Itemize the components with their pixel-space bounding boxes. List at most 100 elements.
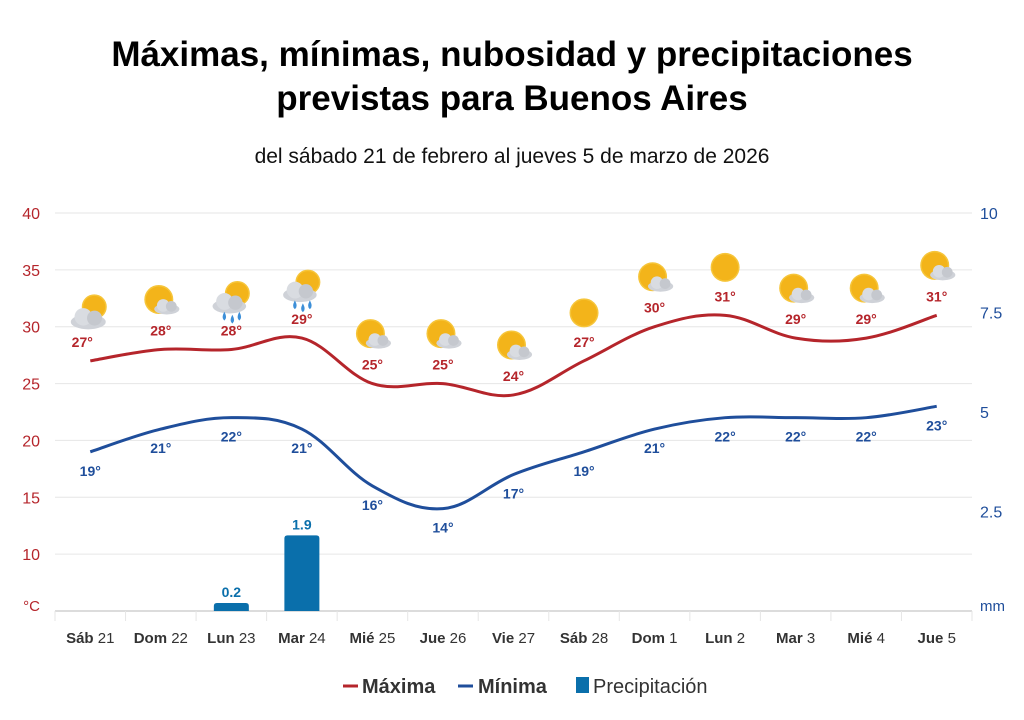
x-tick-date: 4 bbox=[877, 630, 885, 647]
x-tick-day: Sáb bbox=[66, 630, 98, 647]
legend: Máxima Mínima Precipitación bbox=[343, 676, 708, 698]
cloud-part bbox=[862, 287, 875, 301]
x-tick-date: 26 bbox=[450, 630, 467, 647]
x-tick-day: Mié bbox=[847, 630, 876, 647]
cloud-part bbox=[650, 276, 664, 290]
cloud-part bbox=[228, 295, 243, 310]
minima-label: 19° bbox=[573, 463, 594, 479]
sun-cloud-icon bbox=[497, 330, 533, 360]
rain-drop bbox=[301, 303, 305, 313]
x-tick-date: 5 bbox=[948, 630, 956, 647]
left-axis-tick: 10 bbox=[22, 547, 40, 564]
x-tick-day: Dom bbox=[632, 630, 670, 647]
cloud-part bbox=[286, 281, 304, 299]
x-tick-label: Lun 2 bbox=[705, 630, 745, 647]
minima-line bbox=[89, 404, 937, 511]
cloud-part bbox=[298, 284, 314, 299]
sun-cloud-icon bbox=[355, 319, 392, 349]
minima-label: 22° bbox=[785, 429, 806, 445]
x-tick-label: Mié 25 bbox=[349, 630, 395, 647]
cloud-part bbox=[439, 333, 452, 346]
cloud-part bbox=[941, 266, 953, 278]
minima-label: 21° bbox=[644, 440, 665, 456]
x-tick-label: Dom 1 bbox=[632, 630, 678, 647]
maxima-label: 29° bbox=[785, 311, 806, 327]
cloud-part bbox=[74, 308, 93, 326]
x-tick-day: Mié bbox=[349, 630, 378, 647]
x-tick-date: 2 bbox=[737, 630, 745, 647]
right-axis-tick: 2.5 bbox=[980, 505, 1002, 522]
x-tick-day: Sáb bbox=[560, 630, 592, 647]
rain-drop bbox=[237, 311, 242, 321]
precip-bar bbox=[284, 535, 320, 611]
maxima-label: 28° bbox=[150, 322, 171, 338]
sun-cloud-icon bbox=[920, 250, 956, 281]
precip-label: 1.9 bbox=[292, 516, 312, 532]
x-tick-day: Jue bbox=[918, 630, 948, 647]
cloud-part bbox=[377, 335, 389, 346]
minima-label: 19° bbox=[80, 463, 101, 479]
left-axis-tick: 30 bbox=[22, 320, 40, 337]
maxima-label: 27° bbox=[573, 334, 594, 350]
cloud-part bbox=[216, 293, 233, 310]
rain-icon bbox=[212, 280, 250, 324]
precip-bar bbox=[213, 603, 249, 611]
minima-label: 16° bbox=[362, 497, 383, 513]
precip-label: 0.2 bbox=[222, 584, 242, 600]
sun-cloud-icon bbox=[426, 319, 462, 349]
x-tick-day: Lun bbox=[705, 630, 737, 647]
x-tick-date: 21 bbox=[98, 630, 115, 647]
x-tick-date: 22 bbox=[171, 630, 188, 647]
x-tick-label: Lun 23 bbox=[207, 630, 255, 647]
maxima-label: 30° bbox=[644, 300, 665, 316]
rain-icon bbox=[283, 269, 321, 313]
x-tick-label: Vie 27 bbox=[492, 630, 535, 647]
maxima-line bbox=[90, 313, 938, 398]
rain-drop bbox=[230, 314, 235, 324]
chart-title: Máximas, mínimas, nubosidad y precipitac… bbox=[0, 33, 1024, 121]
left-axis-unit: °C bbox=[23, 598, 40, 615]
x-tick-date: 25 bbox=[379, 630, 396, 647]
cloud-part bbox=[800, 289, 812, 301]
cloud-part bbox=[659, 278, 671, 290]
sun-cloud-icon bbox=[638, 262, 674, 292]
sun-disc bbox=[712, 254, 739, 281]
sun-icon bbox=[710, 252, 740, 282]
minima-label: 14° bbox=[432, 520, 453, 536]
sun-icon bbox=[569, 298, 599, 328]
left-axis-tick: 15 bbox=[22, 490, 40, 507]
title-line-2: previstas para Buenos Aires bbox=[276, 79, 748, 118]
x-tick-label: Sáb 21 bbox=[66, 630, 114, 647]
maxima-label: 25° bbox=[362, 357, 383, 373]
left-axis-tick: 20 bbox=[22, 433, 40, 450]
x-tick-date: 23 bbox=[239, 630, 256, 647]
minima-label: 22° bbox=[856, 429, 877, 445]
x-tick-date: 24 bbox=[309, 630, 326, 647]
left-axis-tick: 35 bbox=[22, 263, 40, 280]
cloud-part bbox=[518, 346, 530, 358]
maxima-label: 29° bbox=[291, 311, 312, 327]
maxima-label: 31° bbox=[715, 288, 736, 304]
x-tick-label: Jue 5 bbox=[918, 630, 956, 647]
cloud-part bbox=[509, 344, 523, 358]
cloud-part bbox=[156, 299, 170, 312]
legend-precip-label: Precipitación bbox=[593, 676, 708, 698]
legend-precip-swatch bbox=[576, 677, 589, 693]
cloud-part bbox=[448, 335, 459, 346]
x-tick-label: Sáb 28 bbox=[560, 630, 608, 647]
right-axis-unit: mm bbox=[980, 598, 1005, 615]
maxima-label: 24° bbox=[503, 368, 524, 384]
rain-drop bbox=[293, 300, 297, 310]
right-axis-tick: 7.5 bbox=[980, 306, 1002, 323]
x-tick-label: Mar 3 bbox=[776, 630, 815, 647]
sun-cloud-icon bbox=[779, 273, 815, 304]
x-tick-label: Dom 22 bbox=[134, 630, 188, 647]
x-tick-day: Mar bbox=[278, 630, 309, 647]
maxima-label: 31° bbox=[926, 288, 947, 304]
partly-cloudy-icon bbox=[70, 294, 107, 330]
x-tick-day: Vie bbox=[492, 630, 518, 647]
cloud-part bbox=[165, 300, 177, 312]
cloud-part bbox=[368, 333, 382, 346]
chart-subtitle: del sábado 21 de febrero al jueves 5 de … bbox=[254, 145, 770, 168]
